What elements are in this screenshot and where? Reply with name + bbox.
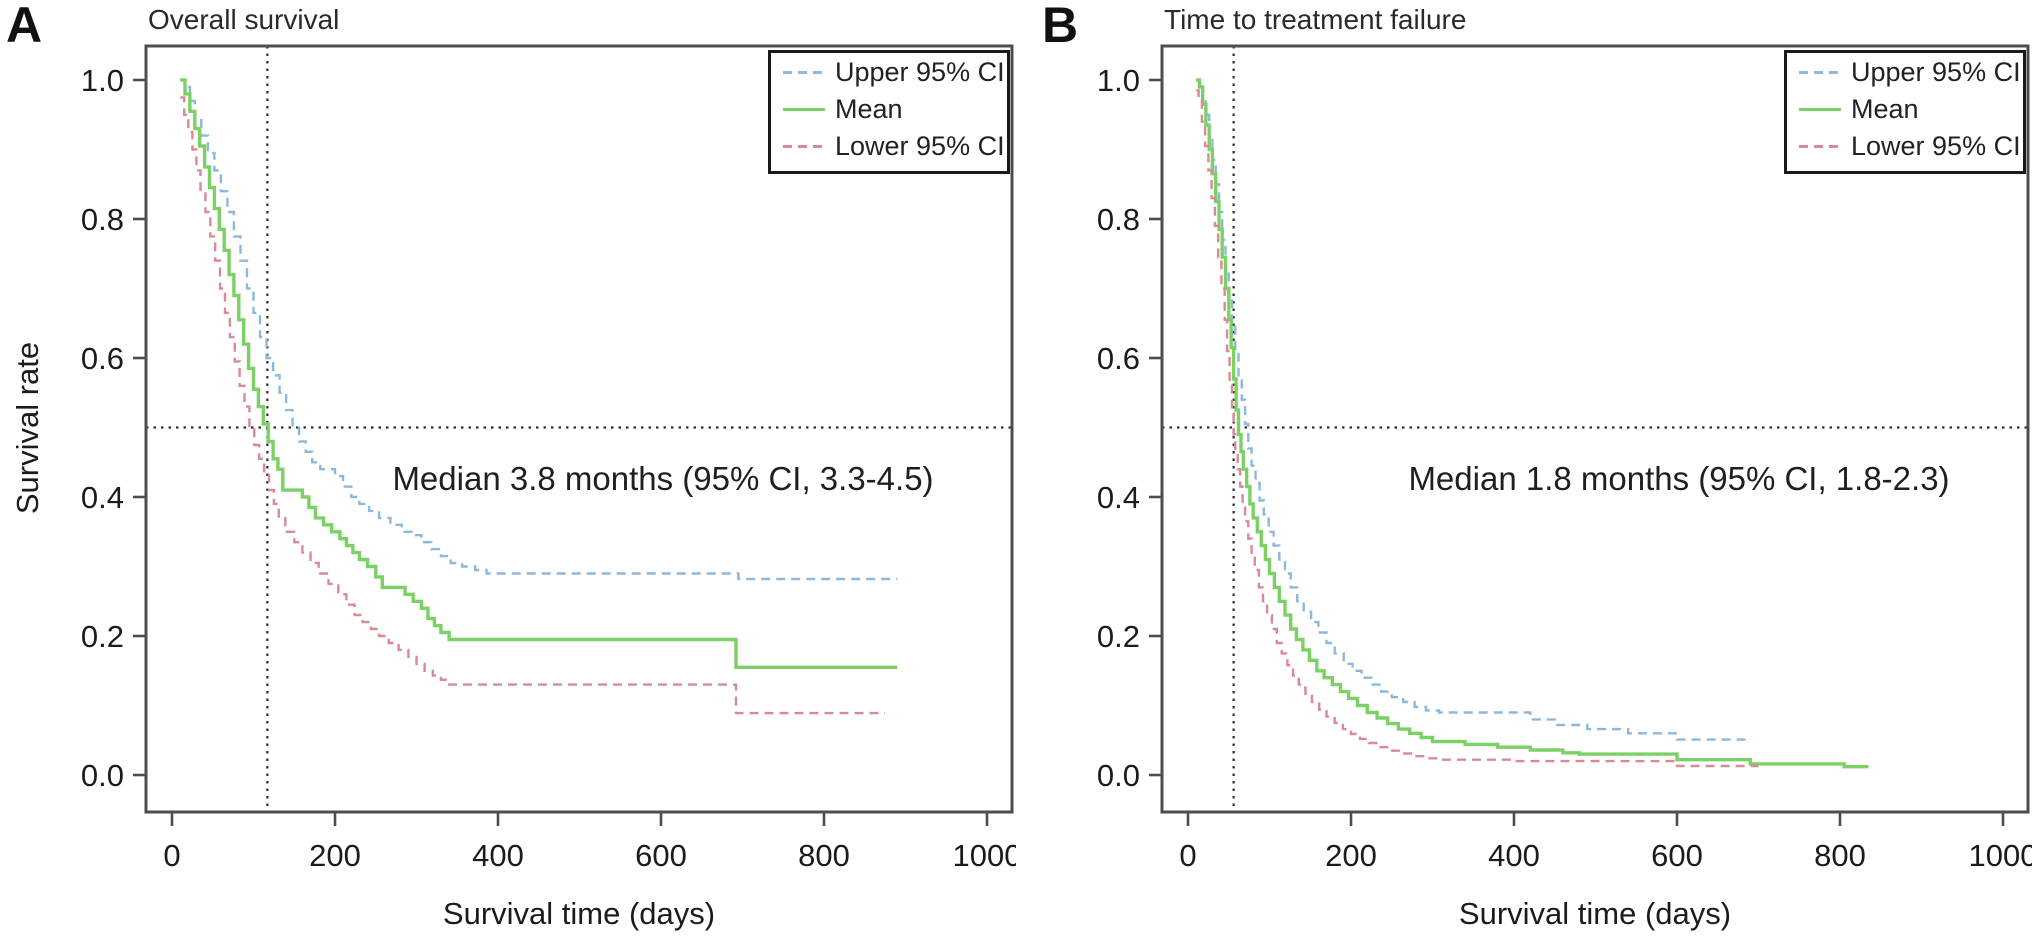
step-curve-lower-95-ci bbox=[180, 96, 886, 715]
y-tick-label: 0.4 bbox=[1097, 480, 1140, 515]
x-tick-label: 400 bbox=[472, 838, 524, 873]
x-tick-label: 0 bbox=[163, 838, 180, 873]
step-curve-mean bbox=[1196, 78, 1869, 769]
survival-plot-b: 0 200 400 600 800 1000 1.0 0.8 0.6 0.4 0.2 0.0 bbox=[1097, 44, 2032, 873]
y-tick-label: 0.4 bbox=[81, 480, 124, 515]
panel-letter: A bbox=[6, 0, 43, 53]
panel-time-to-treatment-failure: 0 200 400 600 800 1000 1.0 0.8 0.6 0.4 0.2 0.0 B Ti… bbox=[1016, 0, 2032, 951]
x-tick-label: 200 bbox=[309, 838, 361, 873]
step-curve-lower-95-ci bbox=[1196, 89, 1759, 768]
x-tick-label: 200 bbox=[1325, 838, 1377, 873]
y-tick-label: 0.0 bbox=[81, 758, 124, 793]
plot-box bbox=[144, 44, 1014, 814]
survival-plot-a: 0 200 400 600 800 1000 1.0 0.8 0.6 0.4 0.2 0.0 bbox=[81, 44, 1016, 873]
step-curve-mean bbox=[180, 78, 898, 669]
upper-ci-line-swatch bbox=[1799, 71, 1841, 74]
legend-entry-lower-ci: Lower 95% CI bbox=[1799, 129, 2023, 164]
x-tick-label: 600 bbox=[1651, 838, 1703, 873]
legend-entry-upper-ci: Upper 95% CI bbox=[783, 55, 1007, 90]
x-tick-label: 1000 bbox=[1969, 838, 2032, 873]
y-tick-label: 0.8 bbox=[1097, 202, 1140, 237]
legend-label: Mean bbox=[1851, 94, 1919, 124]
lower-ci-line-swatch bbox=[783, 145, 825, 148]
y-axis-label: Survival rate bbox=[10, 341, 45, 515]
y-tick-label: 0.2 bbox=[81, 619, 124, 654]
step-curve-upper-95-ci bbox=[180, 78, 898, 581]
x-tick-label: 800 bbox=[1814, 838, 1866, 873]
lower-ci-line-swatch bbox=[1799, 145, 1841, 148]
plot-box bbox=[1160, 44, 2030, 814]
upper-ci-line-swatch bbox=[783, 71, 825, 74]
y-tick-label: 0.6 bbox=[1097, 341, 1140, 376]
y-tick-label: 1.0 bbox=[81, 63, 124, 98]
mean-line-swatch bbox=[783, 108, 825, 111]
legend-label: Lower 95% CI bbox=[835, 131, 1005, 161]
legend-label: Upper 95% CI bbox=[1851, 57, 2021, 87]
legend-label: Upper 95% CI bbox=[835, 57, 1005, 87]
step-curve-upper-95-ci bbox=[1196, 78, 1751, 741]
panel-title: Time to treatment failure bbox=[1164, 4, 1467, 35]
x-axis-label: Survival time (days) bbox=[442, 896, 716, 931]
panel-letter: B bbox=[1042, 0, 1079, 53]
x-tick-label: 600 bbox=[635, 838, 687, 873]
legend-entry-lower-ci: Lower 95% CI bbox=[783, 129, 1007, 164]
median-annotation: Median 3.8 months (95% CI, 3.3-4.5) bbox=[392, 460, 934, 497]
x-axis-label: Survival time (days) bbox=[1458, 896, 1732, 931]
legend-box: Upper 95% CI Mean Lower 95% CI bbox=[1784, 50, 2026, 174]
median-annotation: Median 1.8 months (95% CI, 1.8-2.3) bbox=[1408, 460, 1950, 497]
y-tick-label: 0.8 bbox=[81, 202, 124, 237]
legend-box: Upper 95% CI Mean Lower 95% CI bbox=[768, 50, 1010, 174]
x-tick-label: 800 bbox=[798, 838, 850, 873]
mean-line-swatch bbox=[1799, 108, 1841, 111]
y-tick-label: 0.2 bbox=[1097, 619, 1140, 654]
panel-title: Overall survival bbox=[148, 4, 340, 35]
legend-entry-mean: Mean bbox=[1799, 92, 2023, 127]
legend-label: Mean bbox=[835, 94, 903, 124]
x-tick-label: 400 bbox=[1488, 838, 1540, 873]
y-tick-label: 0.0 bbox=[1097, 758, 1140, 793]
legend-entry-upper-ci: Upper 95% CI bbox=[1799, 55, 2023, 90]
y-tick-label: 0.6 bbox=[81, 341, 124, 376]
x-tick-label: 1000 bbox=[953, 838, 1016, 873]
legend-label: Lower 95% CI bbox=[1851, 131, 2021, 161]
x-tick-label: 0 bbox=[1179, 838, 1196, 873]
panel-overall-survival: 0 200 400 600 800 1000 1.0 0.8 0.6 0.4 0.2 0.0 A Ov… bbox=[6, 0, 1016, 931]
y-tick-label: 1.0 bbox=[1097, 63, 1140, 98]
legend-entry-mean: Mean bbox=[783, 92, 1007, 127]
